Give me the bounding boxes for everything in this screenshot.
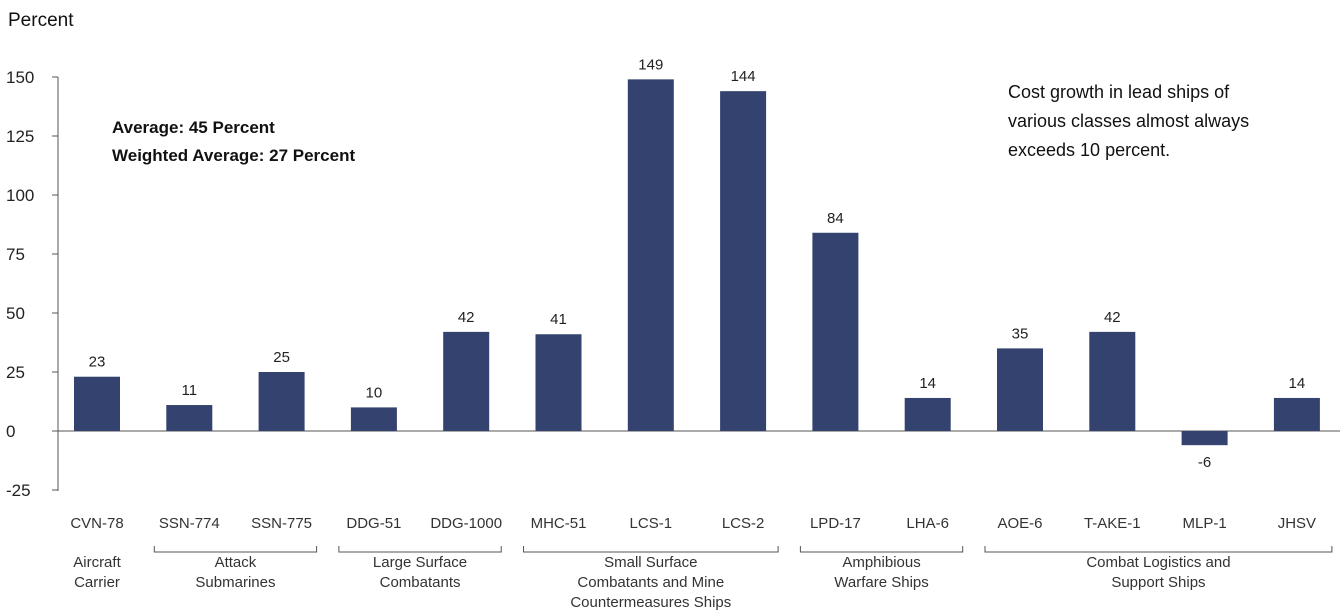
bar-value-label: 144 — [731, 68, 756, 85]
category-label: DDG-51 — [346, 515, 401, 532]
bar-value-label: 41 — [550, 311, 567, 328]
bar-value-label: 10 — [366, 384, 383, 401]
group-bracket — [338, 546, 502, 553]
group-label-line: Combat Logistics and — [1086, 554, 1230, 571]
bar-mlp-1 — [1181, 431, 1228, 446]
group-label-line: Small Surface — [604, 554, 697, 571]
bar-value-label: -6 — [1198, 454, 1211, 471]
category-label: AOE-6 — [997, 515, 1042, 532]
category-label: LCS-1 — [630, 515, 673, 532]
group-label-line: Combatants — [380, 574, 461, 591]
y-axis-label: Percent — [8, 10, 74, 31]
bar-aoe-6 — [997, 348, 1043, 431]
category-label: T-AKE-1 — [1084, 515, 1141, 532]
bar-mhc-51 — [535, 334, 582, 431]
y-tick-label: 50 — [6, 304, 25, 323]
group-bracket — [984, 546, 1333, 553]
y-tick-label: 0 — [6, 422, 15, 441]
group-bracket — [523, 546, 779, 553]
group-label-line: Countermeasures Ships — [570, 594, 731, 611]
group-label-line: Amphibious — [842, 554, 920, 571]
group-label-line: Carrier — [74, 574, 120, 591]
group-label-line: Aircraft — [73, 554, 121, 571]
bar-value-label: 14 — [919, 375, 936, 392]
group-label-line: Combatants and Mine — [577, 574, 724, 591]
group-label-line: Warfare Ships — [834, 574, 928, 591]
group-label-line: Attack — [215, 554, 257, 571]
category-label: MHC-51 — [531, 515, 587, 532]
category-label: JHSV — [1278, 515, 1316, 532]
bar-lpd-17 — [812, 232, 859, 431]
category-label: LCS-2 — [722, 515, 765, 532]
category-labels: CVN-78 SSN-774 SSN-775 DDG-51 DDG-1000 MHC-51… — [70, 515, 1316, 532]
group-labels: Aircraft Carrier Attack Submarines Large Sur… — [73, 546, 1333, 611]
y-tick-label: 100 — [6, 186, 34, 205]
average-annotation: Average: 45 Percent — [112, 118, 275, 137]
bar-ssn-774 — [166, 405, 213, 431]
bars — [74, 79, 1320, 446]
bar-value-label: 149 — [638, 56, 663, 73]
bar-cvn-78 — [74, 376, 120, 431]
category-label: LHA-6 — [906, 515, 949, 532]
group-bracket — [799, 546, 964, 553]
bar-lha-6 — [904, 397, 951, 431]
bar-t-ake-1 — [1089, 331, 1136, 431]
category-label: LPD-17 — [810, 515, 861, 532]
bar-value-label: 25 — [273, 349, 290, 366]
y-tick-label: 125 — [6, 127, 34, 146]
y-tick-label: 150 — [6, 68, 34, 87]
bar-ddg-1000 — [443, 331, 490, 431]
y-tick-label: -25 — [6, 481, 31, 500]
group-label-line: Large Surface — [373, 554, 467, 571]
bar-value-label: 14 — [1289, 375, 1306, 392]
category-label: SSN-774 — [159, 515, 220, 532]
bar-value-label: 35 — [1012, 325, 1029, 342]
bar-ssn-775 — [258, 372, 305, 431]
note-line-2: various classes almost always — [1008, 111, 1249, 131]
bar-jhsv — [1273, 397, 1320, 431]
category-label: DDG-1000 — [430, 515, 502, 532]
bar-value-label: 11 — [182, 382, 198, 399]
group-bracket — [153, 546, 318, 553]
y-tick-label: 25 — [6, 363, 25, 382]
bar-lcs-2 — [720, 91, 767, 431]
bar-value-label: 42 — [1104, 309, 1121, 326]
bar-value-labels: 23 11 25 10 42 41 149 144 84 14 35 42 -6 14 — [89, 56, 1306, 471]
category-label: MLP-1 — [1183, 515, 1227, 532]
bar-value-label: 84 — [827, 210, 844, 227]
bar-lcs-1 — [627, 79, 674, 432]
weighted-average-annotation: Weighted Average: 27 Percent — [112, 146, 355, 165]
bar-ddg-51 — [350, 407, 397, 431]
bar-value-label: 42 — [458, 309, 475, 326]
y-tick-label: 75 — [6, 245, 25, 264]
category-label: CVN-78 — [70, 515, 123, 532]
bar-value-label: 23 — [89, 354, 106, 371]
note-line-1: Cost growth in lead ships of — [1008, 82, 1230, 102]
category-label: SSN-775 — [251, 515, 312, 532]
group-label-line: Submarines — [195, 574, 275, 591]
group-label-line: Support Ships — [1111, 574, 1205, 591]
note-line-3: exceeds 10 percent. — [1008, 140, 1170, 160]
